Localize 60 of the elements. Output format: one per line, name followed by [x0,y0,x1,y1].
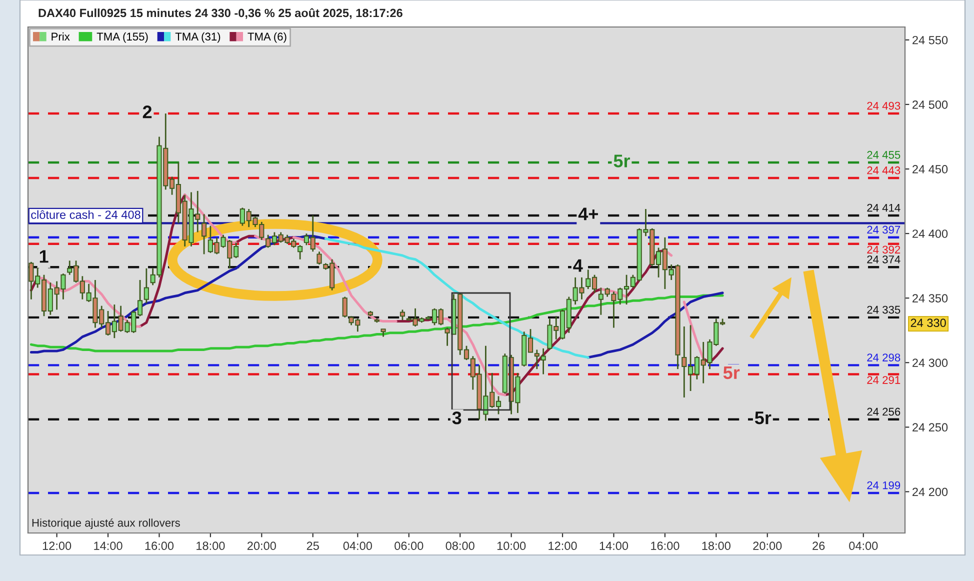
annotation: 5r [754,412,772,424]
x-tick-label: 12:00 [548,542,577,550]
ref-line-label: 24 256 [867,408,900,416]
candlestick [202,213,207,255]
y-tick-label: 24 500 [912,100,948,109]
x-tick-label: 04:00 [849,542,878,550]
ref-line-label: 24 455 [867,150,900,159]
ref-line-label: 24 493 [867,102,900,110]
x-tick-label: 10:00 [497,542,526,550]
x-tick-label: 08:00 [446,542,474,550]
annotation: 5r [723,366,740,380]
x-tick-label: 18:00 [702,542,730,550]
y-tick-label: 24 550 [912,36,948,44]
x-tick-label: 16:00 [651,542,680,550]
x-tick-label: 25 [306,542,319,550]
x-tick-label: 14:00 [600,542,628,550]
y-tick-label: 24 250 [912,423,948,432]
x-tick-label: 26 [812,542,825,550]
legend-label: TMA (31) [175,32,220,43]
ref-line-label: 24 443 [867,166,900,174]
annotation: 5r [614,154,630,168]
y-tick-label: 24 350 [912,294,948,302]
annotation: 2 [142,106,152,118]
ref-line-label: 24 374 [867,255,900,264]
annotation: 4 [573,259,583,272]
ref-line-label: 24 291 [867,376,900,384]
x-tick-label: 18:00 [196,542,225,550]
ref-line-label: 24 392 [867,246,900,254]
annotation: Historique ajusté aux rollovers [32,518,180,529]
ref-line-label: 24 199 [867,481,900,490]
annotation: 1 [40,250,48,263]
y-tick-label: 24 400 [912,230,948,238]
y-tick-label: 24 200 [912,488,948,496]
x-tick-label: 04:00 [343,542,372,550]
legend-label: Prix [52,32,70,40]
candlestick [400,308,406,321]
chart-title: DAX40 Full0925 15 minutes 24 330 -0,36 % 25 août 2025, 18:17:26 [38,8,402,19]
annotation: 3 [452,411,462,424]
y-tick-label: 24 450 [912,165,948,174]
x-tick-label: 14:00 [94,542,122,550]
ref-line-label: 24 414 [867,204,900,212]
ref-line-label: 24 298 [867,354,900,362]
y-tick-label: 24 300 [912,358,948,368]
ref-line-label: clôture cash - 24 408 [31,210,140,219]
line-series [324,237,590,359]
annotation: 4+ [578,208,598,220]
candlestick [316,250,322,266]
x-tick-label: 16:00 [145,542,174,550]
candlestick [144,268,149,304]
ref-line-label: 24 397 [867,226,900,234]
line-series [30,294,724,352]
x-tick-label: 20:00 [753,542,782,550]
legend-label: TMA (155) [96,32,148,43]
x-tick-label: 20:00 [247,542,276,550]
x-tick-label: 06:00 [394,542,424,550]
legend-label: TMA (6) [248,32,286,43]
text: 24 330 [910,318,946,328]
candlestick [342,296,348,318]
x-tick-label: 12:00 [42,542,72,550]
ref-line-label: 24 335 [867,306,900,314]
